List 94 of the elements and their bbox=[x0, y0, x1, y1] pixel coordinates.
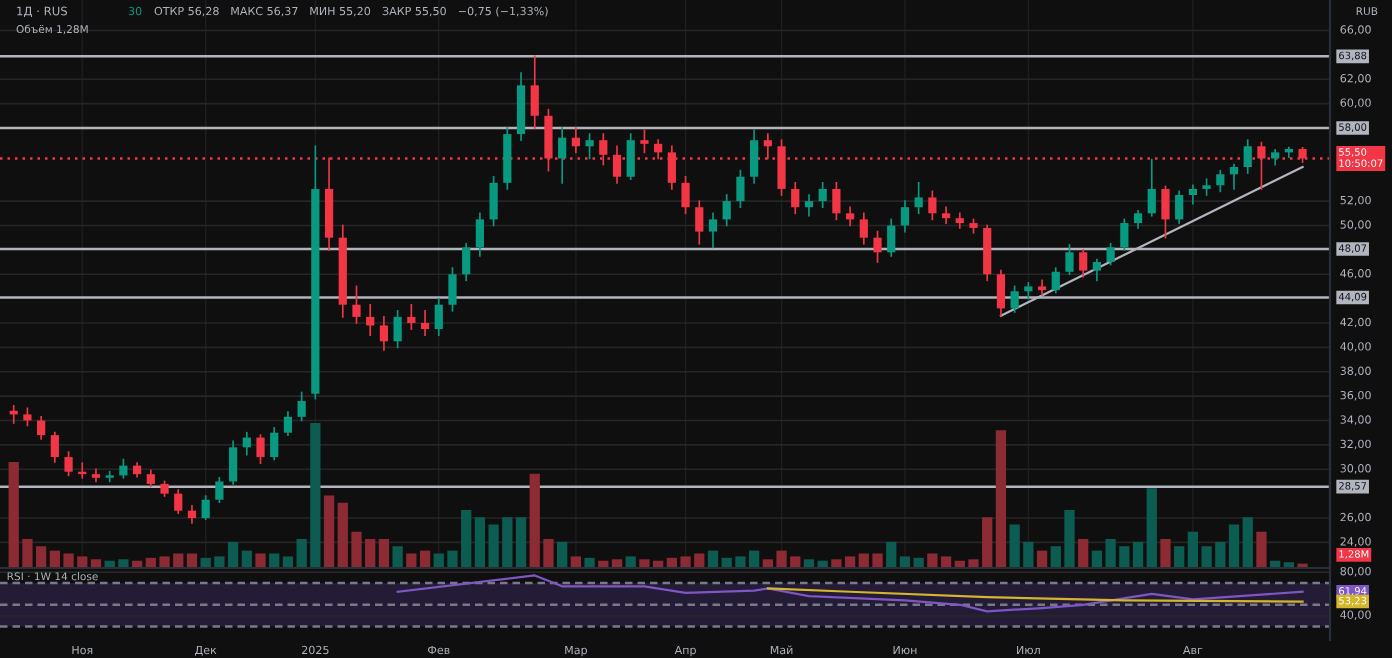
bar bbox=[1242, 517, 1253, 568]
candlestick bbox=[174, 489, 183, 514]
candlestick bbox=[1188, 184, 1197, 205]
candlestick bbox=[845, 206, 855, 227]
candlestick bbox=[530, 55, 539, 129]
bar bbox=[570, 556, 582, 568]
candlestick bbox=[50, 431, 59, 463]
candlestick bbox=[256, 434, 265, 465]
candlestick bbox=[393, 309, 402, 349]
candlestick bbox=[407, 303, 416, 330]
bar bbox=[406, 553, 417, 568]
bar bbox=[886, 541, 897, 568]
candlestick bbox=[297, 391, 306, 422]
candlestick bbox=[91, 468, 101, 483]
candlestick bbox=[1243, 139, 1252, 174]
candlestick bbox=[270, 426, 279, 461]
candlestick bbox=[887, 218, 896, 257]
candlestick bbox=[695, 200, 704, 245]
line-series bbox=[396, 574, 1304, 613]
candlestick bbox=[201, 495, 210, 521]
bar bbox=[1174, 546, 1185, 568]
candlestick bbox=[1051, 267, 1060, 294]
bar bbox=[186, 553, 198, 568]
candlestick bbox=[914, 181, 923, 215]
candlestick bbox=[1147, 158, 1156, 217]
bar bbox=[584, 557, 595, 568]
candlestick bbox=[37, 416, 46, 440]
candlestick bbox=[489, 175, 498, 227]
candlestick bbox=[722, 194, 731, 227]
candlestick bbox=[1106, 242, 1115, 266]
candlestick bbox=[900, 200, 910, 233]
candlestick bbox=[983, 224, 992, 282]
candlestick bbox=[420, 309, 430, 337]
candlestick bbox=[1161, 185, 1170, 239]
candlestick bbox=[1092, 258, 1102, 282]
candlestick bbox=[283, 411, 293, 436]
candlestick bbox=[928, 190, 937, 221]
candlestick bbox=[873, 230, 882, 263]
bar bbox=[1146, 488, 1157, 568]
candlestick bbox=[105, 470, 114, 483]
candlestick bbox=[585, 133, 594, 160]
candlestick bbox=[640, 129, 649, 154]
bar bbox=[1228, 524, 1240, 568]
bar bbox=[378, 538, 390, 568]
candlestick bbox=[708, 212, 718, 249]
candlestick bbox=[475, 212, 485, 257]
candlestick bbox=[1037, 279, 1047, 296]
bar bbox=[899, 556, 911, 568]
candlestick bbox=[1120, 218, 1129, 251]
candlestick bbox=[626, 133, 635, 181]
bar bbox=[625, 556, 636, 568]
candlestick bbox=[818, 181, 827, 209]
candlestick bbox=[736, 169, 745, 209]
bar bbox=[269, 553, 280, 568]
candlestick bbox=[462, 242, 471, 282]
candlestick bbox=[681, 175, 690, 215]
candlestick bbox=[1079, 249, 1088, 278]
candlestick bbox=[832, 181, 841, 221]
candlestick bbox=[242, 431, 251, 456]
candlestick bbox=[352, 285, 361, 324]
candlestick bbox=[119, 458, 128, 479]
bar bbox=[1256, 531, 1267, 568]
candlestick bbox=[64, 451, 73, 477]
candlestick bbox=[941, 206, 951, 224]
candlestick bbox=[448, 267, 457, 312]
candlestick bbox=[228, 440, 238, 485]
candlestick bbox=[1216, 169, 1225, 193]
candlestick bbox=[434, 297, 443, 337]
bar bbox=[1132, 541, 1144, 568]
candlestick bbox=[215, 476, 224, 504]
candlestick bbox=[955, 212, 964, 229]
bar bbox=[255, 553, 266, 568]
bar bbox=[323, 495, 335, 568]
candlestick bbox=[366, 303, 375, 337]
candlestick bbox=[804, 194, 814, 217]
bar bbox=[392, 546, 403, 568]
line-series bbox=[766, 587, 1304, 603]
bar bbox=[1078, 538, 1089, 568]
candlestick bbox=[558, 127, 567, 184]
candlestick bbox=[571, 127, 580, 154]
candlestick bbox=[1010, 285, 1019, 313]
candlestick bbox=[750, 129, 759, 184]
candlestick bbox=[859, 212, 868, 245]
bar bbox=[282, 556, 294, 568]
candlestick bbox=[1175, 190, 1184, 224]
candlestick bbox=[996, 269, 1006, 317]
bar bbox=[1160, 538, 1171, 568]
bar bbox=[995, 430, 1007, 568]
candlestick bbox=[791, 181, 800, 215]
candlestick bbox=[379, 316, 389, 351]
bar bbox=[515, 517, 527, 568]
bar bbox=[557, 541, 568, 568]
candlestick bbox=[1065, 244, 1074, 276]
candlestick bbox=[1229, 163, 1239, 190]
